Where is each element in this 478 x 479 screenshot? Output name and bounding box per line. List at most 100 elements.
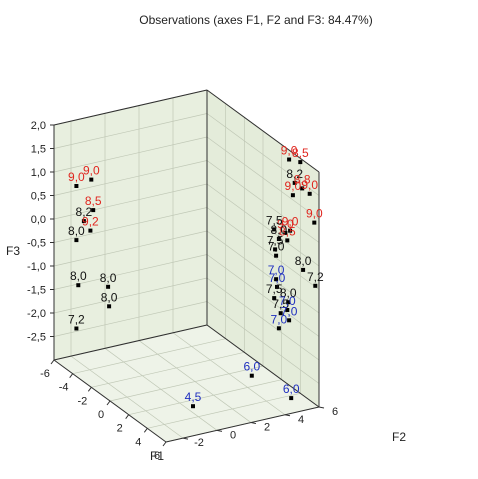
data-point	[275, 284, 279, 289]
data-point	[106, 284, 111, 289]
data-point	[289, 396, 294, 401]
frame-line	[53, 89, 208, 126]
frame-line	[206, 89, 320, 173]
x-tick-label: 0	[98, 409, 104, 421]
data-point	[287, 157, 292, 162]
x-tick-mark	[162, 441, 167, 447]
grid-line	[172, 332, 286, 416]
data-point-label: 8,0	[101, 290, 118, 304]
z-tick-label: 1,5	[31, 144, 46, 156]
data-point-label: 7,0	[268, 240, 285, 254]
data-point-label: 7,5	[266, 282, 283, 296]
data-point-label: 8,0	[70, 269, 87, 283]
frame-line	[53, 324, 208, 361]
y-tick-mark	[216, 429, 223, 432]
data-point-label: 8,5	[85, 194, 102, 208]
data-point-label: 7,2	[68, 313, 85, 327]
chart-ticks: -6-4-20246-202462,01,51,00,50,0-0,5-1,0-…	[27, 120, 338, 462]
grid-line	[147, 392, 301, 429]
grid-line	[72, 338, 226, 375]
grid-line	[53, 183, 208, 220]
x-tick-label: 6	[154, 450, 160, 462]
data-point-label: 9,0	[68, 170, 85, 184]
data-point	[273, 247, 278, 252]
z-tick-label: 0,0	[31, 214, 46, 226]
data-point	[276, 326, 281, 331]
y-tick-mark	[284, 414, 291, 417]
data-point-label: 8,5	[279, 224, 296, 238]
data-point	[288, 228, 293, 233]
data-point	[286, 300, 291, 305]
x-tick-mark	[125, 414, 130, 419]
y-tick-label: 6	[332, 406, 338, 418]
data-point	[301, 267, 306, 272]
frame-line	[206, 324, 320, 408]
data-point-label: 9,0	[301, 178, 318, 192]
data-point-label: 9,0	[282, 215, 299, 229]
data-point	[292, 180, 297, 185]
data-point-label: 8,8	[294, 172, 311, 186]
data-point	[285, 238, 290, 243]
data-point-label: 7,5	[267, 233, 284, 247]
z-tick-label: 0,5	[31, 191, 46, 203]
grid-line	[128, 379, 282, 416]
data-point	[74, 184, 79, 188]
grid-line	[70, 355, 184, 439]
data-point-label: 8,2	[76, 205, 93, 219]
data-point-label: 9,0	[83, 164, 100, 178]
data-point-label: 8,0	[68, 224, 85, 238]
data-point-label: 7,0	[279, 294, 296, 308]
data-point-label: 9,0	[306, 207, 323, 221]
data-point-label: 9,0	[285, 179, 302, 193]
data-point	[312, 220, 317, 225]
data-point-label: 8,0	[280, 286, 297, 300]
data-point	[272, 296, 277, 301]
data-point-label: 8,2	[286, 167, 303, 181]
data-point-label: 8,0	[271, 223, 288, 237]
data-point-label: 9,0	[281, 144, 298, 158]
y-axis-label: F2	[392, 430, 406, 444]
data-point-label: 7,5	[272, 297, 289, 311]
y-tick-label: -2	[194, 437, 204, 449]
grid-line	[109, 365, 264, 402]
y-tick-mark	[318, 406, 325, 409]
data-point-label: 8,0	[295, 254, 312, 268]
x-tick-mark	[69, 373, 74, 378]
x-tick-label: -2	[77, 395, 87, 407]
data-point	[307, 191, 312, 196]
x-tick-label: -4	[59, 382, 69, 394]
grid-line	[91, 351, 245, 388]
data-point-label: 8,5	[292, 146, 309, 160]
data-point-label: 7,0	[269, 271, 286, 285]
z-axis-label: F3	[6, 244, 20, 258]
data-point	[274, 277, 279, 282]
data-point	[88, 228, 93, 233]
data-point-label: 9,0	[277, 217, 294, 231]
data-point	[249, 373, 254, 378]
data-point-label: 6,0	[243, 360, 260, 374]
data-point	[76, 283, 81, 288]
grid-line	[53, 230, 208, 267]
data-point	[298, 160, 303, 165]
x-tick-mark	[143, 428, 148, 433]
data-point	[276, 237, 281, 241]
data-point	[313, 283, 318, 288]
data-point	[81, 219, 86, 224]
y-tick-label: 0	[230, 429, 236, 441]
z-tick-label: 2,0	[31, 120, 46, 132]
data-point	[191, 404, 195, 409]
chart-frame	[53, 89, 320, 443]
grid-line	[53, 136, 208, 173]
data-point-label: 7,0	[281, 304, 298, 318]
z-tick-label: -0,5	[27, 238, 46, 250]
z-tick-label: -2,0	[27, 308, 46, 320]
z-tick-label: -2,5	[27, 332, 46, 344]
grid-line	[53, 277, 208, 314]
data-point	[74, 238, 79, 243]
data-point	[300, 186, 305, 191]
grid-line	[53, 301, 208, 337]
data-point	[272, 227, 277, 232]
y-tick-mark	[250, 422, 257, 425]
x-tick-mark	[87, 387, 92, 392]
